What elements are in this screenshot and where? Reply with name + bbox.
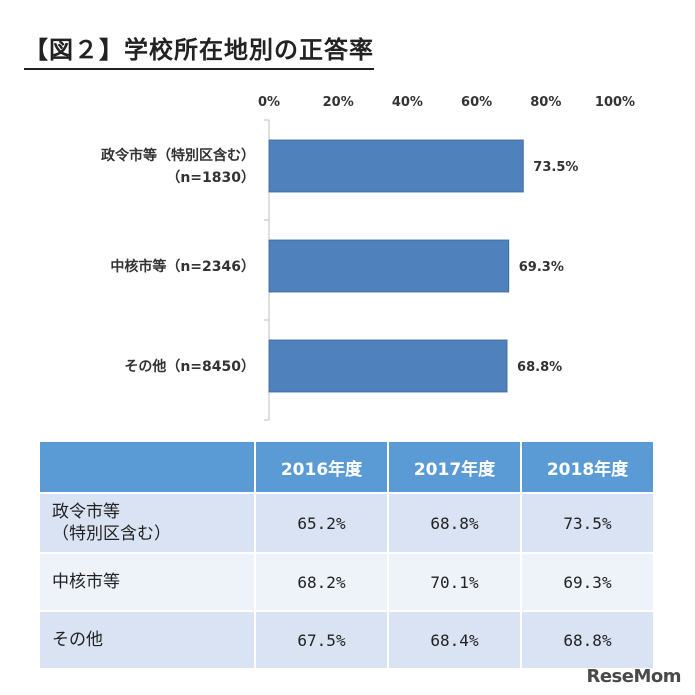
table-cell: 69.3% (520, 552, 655, 612)
table-cell: 73.5% (520, 492, 655, 554)
table-row-label: 政令市等 （特別区含む） (38, 492, 256, 554)
table-header-2018: 2018年度 (520, 440, 655, 494)
x-tick-label: 40% (392, 95, 423, 110)
category-label: 政令市等（特別区含む）（n=1830） (101, 147, 255, 186)
table-cell: 68.2% (254, 552, 389, 612)
bar-value-label: 73.5% (533, 160, 578, 175)
chart-title: 【図２】学校所在地別の正答率 (24, 30, 374, 70)
table-header-2016: 2016年度 (254, 440, 389, 494)
x-tick-label: 100% (595, 95, 635, 110)
category-label: 中核市等（n=2346） (110, 258, 255, 275)
bar-chart: 0% 20% 40% 60% 80% 100% 73.5% 政令市等（特別区含む）（n=183… (101, 95, 635, 421)
x-tick-label: 80% (530, 95, 561, 110)
table-row: その他 67.5% 68.4% 68.8% (38, 610, 655, 670)
table-cell: 70.1% (387, 552, 522, 612)
table-row: 中核市等 68.2% 70.1% 69.3% (38, 552, 655, 612)
table-header-empty (38, 440, 256, 494)
table-cell: 67.5% (254, 610, 389, 670)
table-header-row: 2016年度 2017年度 2018年度 (38, 440, 655, 494)
x-tick-label: 20% (323, 95, 354, 110)
table-row-label: その他 (38, 610, 256, 670)
x-tick-label: 0% (258, 95, 280, 110)
bar (268, 239, 510, 293)
table-cell: 68.8% (520, 610, 655, 670)
table-cell: 68.4% (387, 610, 522, 670)
data-table: 2016年度 2017年度 2018年度 政令市等 （特別区含む） 65.2% … (38, 440, 655, 670)
table-row: 政令市等 （特別区含む） 65.2% 68.8% 73.5% (38, 492, 655, 554)
bar-value-label: 68.8% (517, 360, 562, 375)
category-label: その他（n=8450） (124, 358, 255, 375)
bar (268, 339, 508, 393)
table-header-2017: 2017年度 (387, 440, 522, 494)
table-cell: 65.2% (254, 492, 389, 554)
watermark-logo: ReseMom (586, 666, 681, 687)
table-row-label: 中核市等 (38, 552, 256, 612)
bar-value-label: 69.3% (519, 260, 564, 275)
bar (268, 139, 524, 193)
x-tick-label: 60% (461, 95, 492, 110)
table-cell: 68.8% (387, 492, 522, 554)
